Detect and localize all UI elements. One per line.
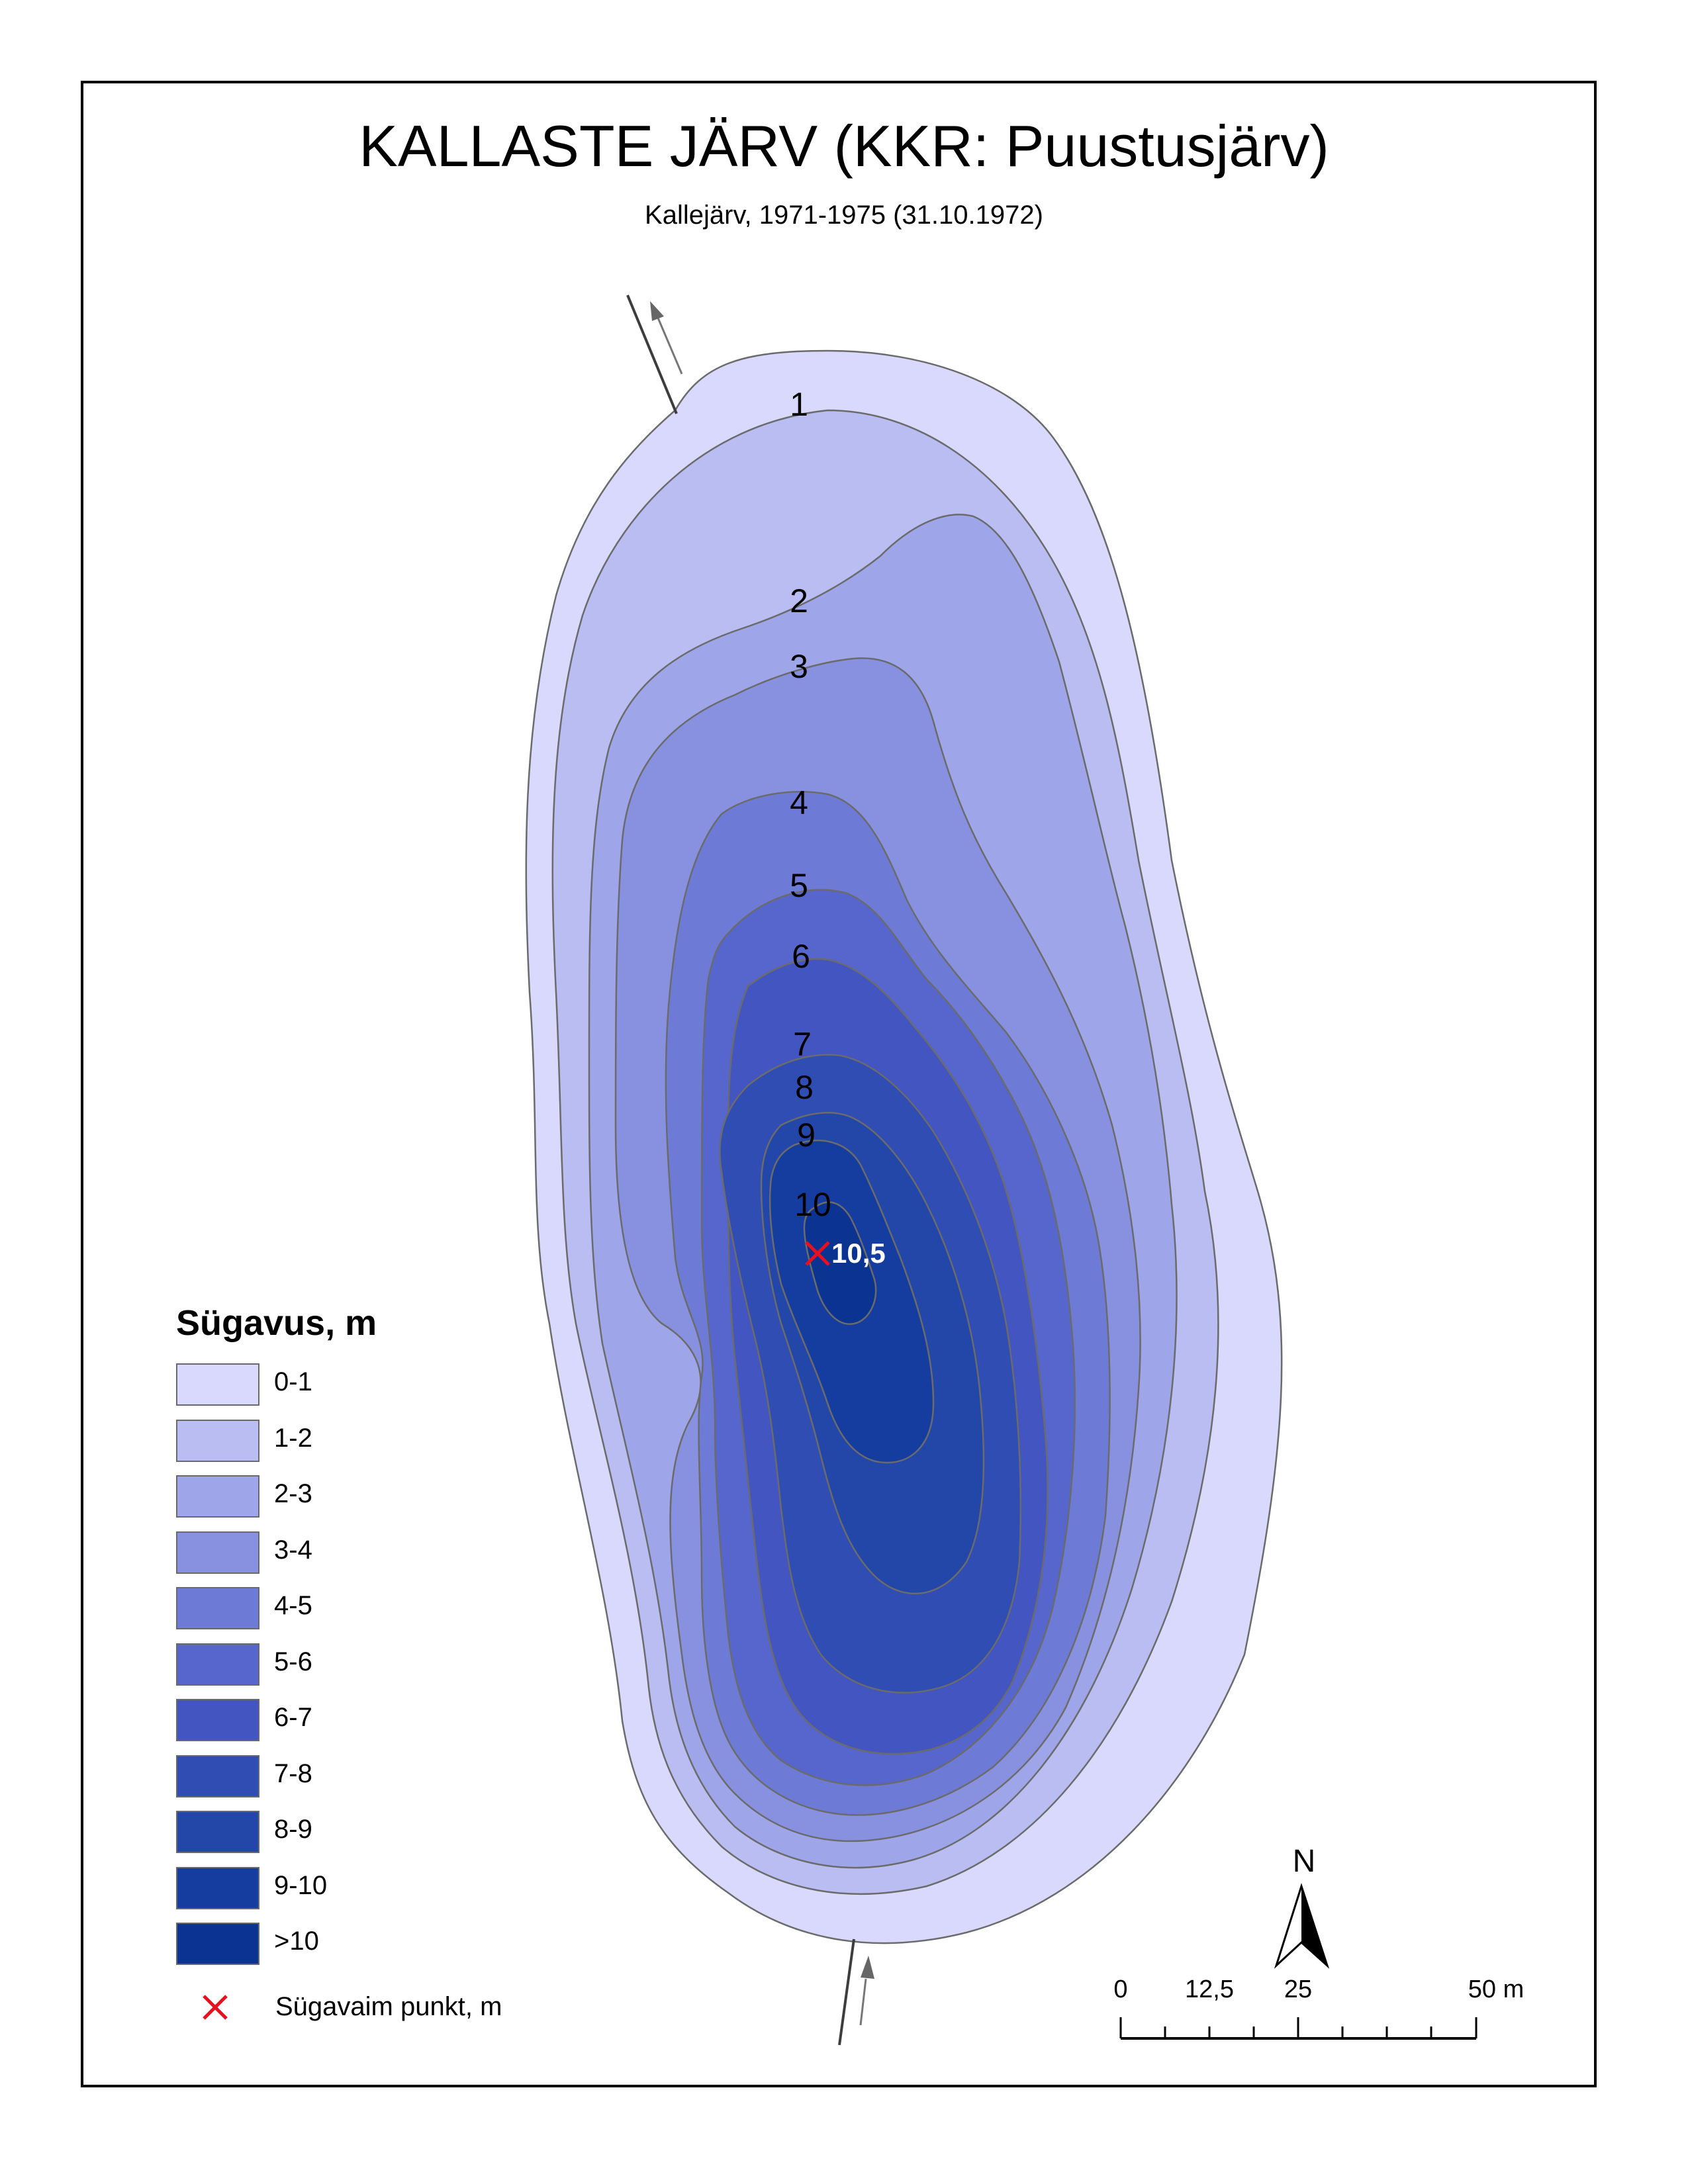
legend-label: 4-5: [274, 1591, 312, 1620]
contour-label-9: 9: [797, 1116, 816, 1154]
outflow-arrow-icon: [861, 1956, 874, 1979]
map-title: KALLASTE JÄRV (KKR: Puustusjärv): [359, 113, 1329, 179]
legend-item: 2-3: [176, 1470, 377, 1526]
contour-label-10: 10: [794, 1186, 831, 1223]
contour-label-1: 1: [790, 386, 808, 423]
contour-label-4: 4: [790, 784, 808, 821]
deepest-point: 10,5: [805, 1238, 886, 1269]
contour-label-7: 7: [793, 1026, 812, 1063]
legend-swatch-1-2: [176, 1419, 259, 1462]
scale-bar: 0 12,5 25 50 m: [1113, 1976, 1524, 2040]
depth-legend: Sügavus, m 0-1 1-2 2-3 3-4 4-5 5-6 6-7 7…: [176, 1302, 377, 1974]
scale-label-0: 0: [1113, 1976, 1127, 2003]
contour-label-3: 3: [790, 648, 808, 685]
legend-item: 8-9: [176, 1805, 377, 1862]
deepest-point-legend-label: Sügavaim punkt, m: [275, 1992, 502, 2021]
legend-item: 3-4: [176, 1526, 377, 1582]
legend-label: 7-8: [274, 1758, 312, 1788]
north-arrow: N: [1274, 1844, 1330, 1969]
legend-swatch-2-3: [176, 1475, 259, 1518]
legend-label: 5-6: [274, 1647, 312, 1676]
contour-label-6: 6: [792, 938, 810, 975]
north-label: N: [1293, 1844, 1316, 1879]
legend-label: 8-9: [274, 1815, 312, 1844]
legend-swatch-4-5: [176, 1587, 259, 1629]
legend-item: >10: [176, 1917, 377, 1974]
legend-item: 1-2: [176, 1414, 377, 1471]
legend-swatch-8-9: [176, 1811, 259, 1853]
contour-label-5: 5: [790, 867, 808, 904]
legend-label: 6-7: [274, 1703, 312, 1732]
legend-item: 7-8: [176, 1750, 377, 1806]
legend-item: 6-7: [176, 1694, 377, 1750]
depth-contour-labels: 1 2 3 4 5 6 7 8 9 10: [790, 386, 831, 1223]
legend-swatch-5-6: [176, 1643, 259, 1686]
legend-item: 4-5: [176, 1582, 377, 1638]
deepest-point-value: 10,5: [831, 1238, 886, 1269]
legend-swatch-over-10: [176, 1923, 259, 1965]
contour-label-8: 8: [795, 1069, 814, 1106]
deepest-point-x-icon: [805, 1241, 830, 1266]
outflow-stream: [838, 1938, 874, 2046]
legend-title: Sügavus, m: [176, 1303, 377, 1343]
scale-label-25: 25: [1284, 1976, 1312, 2003]
contour-label-2: 2: [790, 582, 808, 619]
inflow-arrow-icon: [650, 301, 664, 321]
inflow-stream: [626, 295, 683, 414]
legend-swatch-0-1: [176, 1363, 259, 1406]
legend-label: >10: [274, 1927, 319, 1956]
legend-label: 1-2: [274, 1423, 312, 1453]
depth-zones: [525, 349, 1283, 1944]
legend-item: 9-10: [176, 1862, 377, 1918]
map-frame: [81, 81, 1597, 2087]
legend-label: 9-10: [274, 1870, 328, 1900]
legend-swatch-7-8: [176, 1754, 259, 1797]
legend-label: 2-3: [274, 1479, 312, 1508]
scale-label-12-5: 12,5: [1185, 1976, 1234, 2003]
legend-swatch-9-10: [176, 1866, 259, 1909]
legend-item: 5-6: [176, 1638, 377, 1694]
deepest-point-legend-x-icon: [203, 1995, 228, 2020]
map-subtitle: Kallejärv, 1971-1975 (31.10.1972): [645, 201, 1043, 230]
legend-item: 0-1: [176, 1358, 377, 1414]
legend-label: 0-1: [274, 1367, 312, 1396]
scale-label-50: 50 m: [1468, 1976, 1524, 2003]
depth-zone-over-10: [803, 1201, 877, 1325]
legend-swatch-3-4: [176, 1531, 259, 1574]
legend-swatch-6-7: [176, 1699, 259, 1741]
legend-label: 3-4: [274, 1535, 312, 1565]
